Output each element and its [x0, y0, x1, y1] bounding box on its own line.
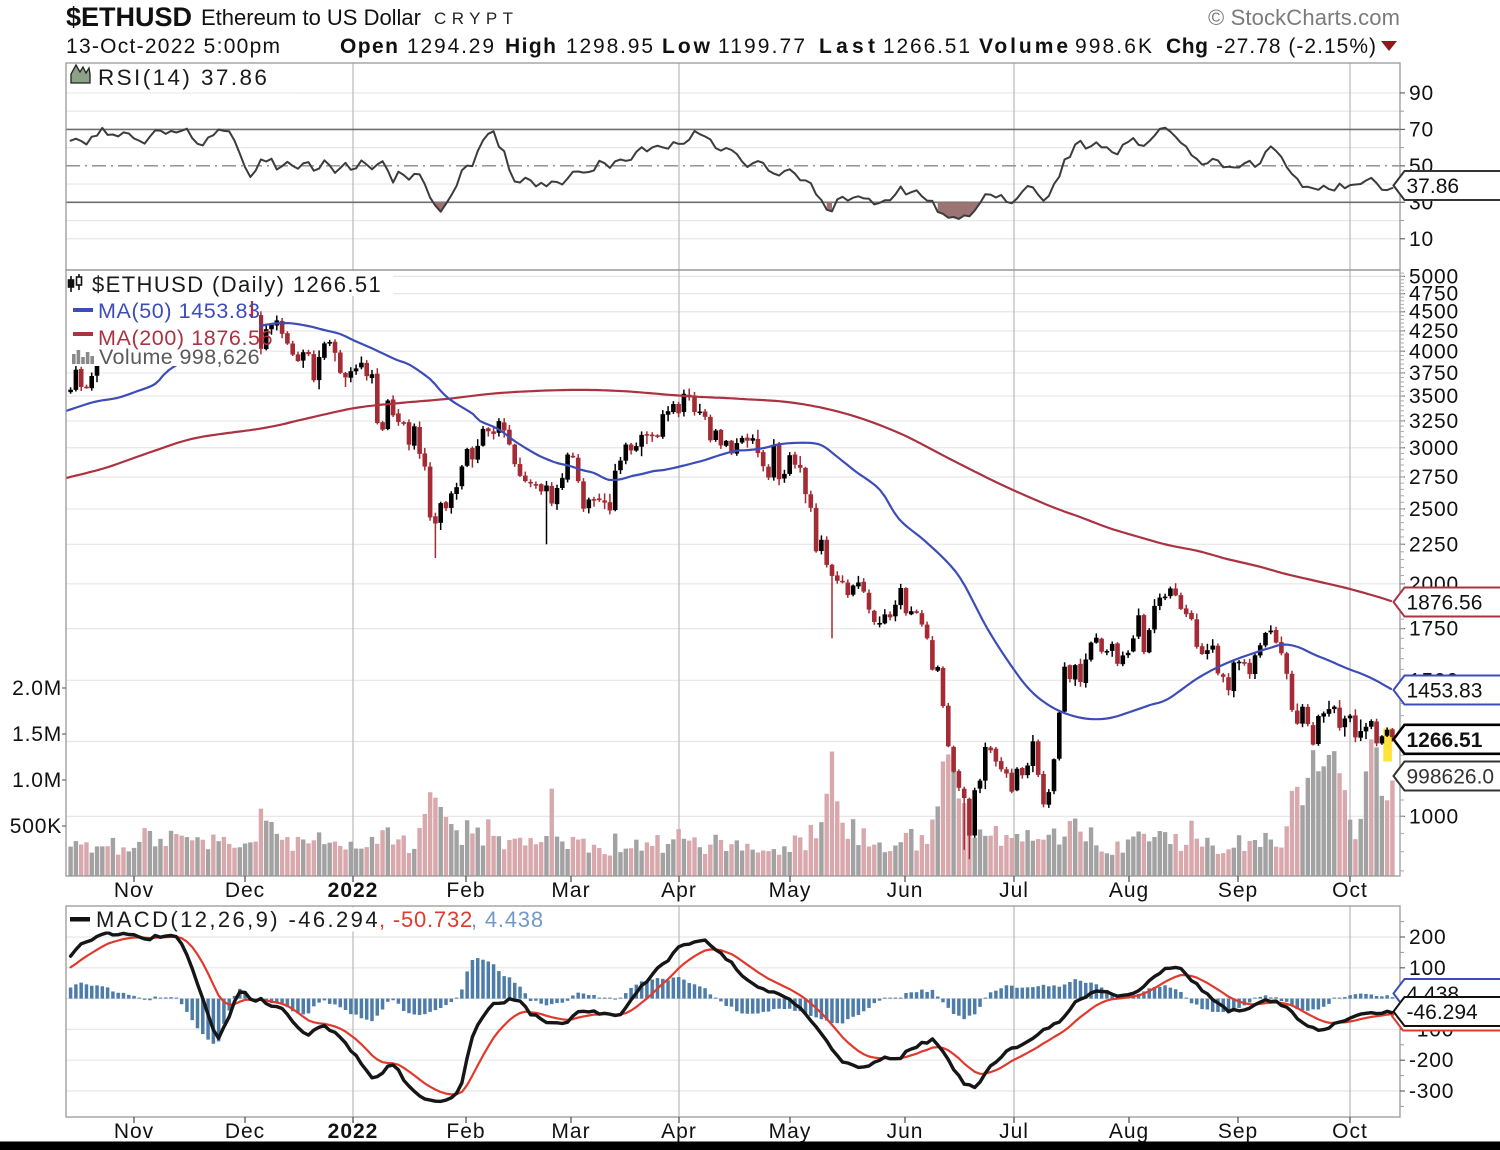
svg-text:, 4.438: , 4.438	[471, 907, 544, 932]
svg-text:Chg: Chg	[1166, 35, 1208, 58]
svg-text:Low: Low	[662, 35, 711, 58]
svg-text:10: 10	[1409, 228, 1434, 251]
svg-text:1.0M: 1.0M	[12, 769, 62, 792]
svg-text:© StockCharts.com: © StockCharts.com	[1208, 5, 1400, 30]
svg-text:MACD(12,26,9) -46.294: MACD(12,26,9) -46.294	[96, 907, 380, 932]
svg-text:Jun: Jun	[887, 879, 924, 902]
svg-text:MA(50) 1453.83: MA(50) 1453.83	[98, 299, 261, 323]
svg-text:$ETHUSD: $ETHUSD	[66, 2, 192, 32]
svg-text:1294.29: 1294.29	[407, 35, 494, 58]
svg-text:2022: 2022	[328, 879, 379, 902]
svg-text:4750: 4750	[1409, 283, 1459, 306]
svg-text:1298.95: 1298.95	[566, 35, 653, 58]
svg-text:3250: 3250	[1409, 410, 1459, 433]
svg-text:4500: 4500	[1409, 301, 1459, 324]
svg-text:May: May	[769, 879, 812, 902]
svg-text:500K: 500K	[10, 815, 62, 838]
svg-text:1000: 1000	[1409, 805, 1459, 828]
svg-text:Ethereum to US Dollar: Ethereum to US Dollar	[201, 5, 421, 30]
svg-text:998626.0: 998626.0	[1407, 766, 1495, 789]
svg-text:1750: 1750	[1409, 618, 1459, 641]
svg-text:4250: 4250	[1409, 320, 1459, 343]
svg-text:2250: 2250	[1409, 533, 1459, 556]
svg-text:Mar: Mar	[551, 1120, 590, 1143]
svg-text:Jun: Jun	[887, 1120, 924, 1143]
svg-text:200: 200	[1409, 926, 1446, 949]
svg-text:-200: -200	[1409, 1049, 1454, 1072]
svg-text:-46.294: -46.294	[1407, 1001, 1479, 1024]
svg-text:Aug: Aug	[1109, 879, 1149, 902]
svg-text:5000: 5000	[1409, 265, 1459, 288]
svg-text:-300: -300	[1409, 1080, 1454, 1103]
svg-text:2022: 2022	[328, 1120, 379, 1143]
svg-text:-27.78 (-2.15%): -27.78 (-2.15%)	[1216, 35, 1376, 58]
svg-text:1199.77: 1199.77	[718, 35, 805, 58]
svg-text:3750: 3750	[1409, 362, 1459, 385]
svg-text:Feb: Feb	[446, 879, 485, 902]
svg-text:Dec: Dec	[225, 1120, 265, 1143]
svg-text:1.5M: 1.5M	[12, 723, 62, 746]
svg-text:Apr: Apr	[661, 879, 697, 902]
svg-text:Sep: Sep	[1218, 1120, 1258, 1143]
svg-text:Jul: Jul	[999, 1120, 1029, 1143]
svg-text:1453.83: 1453.83	[1407, 680, 1483, 703]
svg-text:Oct: Oct	[1332, 1120, 1368, 1143]
svg-text:2500: 2500	[1409, 498, 1459, 521]
svg-text:3000: 3000	[1409, 437, 1459, 460]
svg-text:3500: 3500	[1409, 385, 1459, 408]
svg-text:Oct: Oct	[1332, 879, 1368, 902]
svg-text:Aug: Aug	[1109, 1120, 1149, 1143]
svg-text:Dec: Dec	[225, 879, 265, 902]
svg-text:Mar: Mar	[551, 879, 590, 902]
svg-text:May: May	[769, 1120, 812, 1143]
svg-text:90: 90	[1409, 82, 1434, 105]
svg-text:, -50.732: , -50.732	[379, 907, 473, 932]
svg-text:High: High	[505, 35, 556, 58]
svg-text:Apr: Apr	[661, 1120, 697, 1143]
svg-text:Open: Open	[340, 35, 398, 58]
svg-text:37.86: 37.86	[1407, 175, 1460, 198]
svg-text:Volume 998,626: Volume 998,626	[99, 345, 260, 369]
svg-text:1266.51: 1266.51	[1407, 729, 1483, 752]
svg-text:Volume: Volume	[979, 35, 1068, 58]
svg-text:RSI(14) 37.86: RSI(14) 37.86	[98, 65, 269, 90]
svg-text:Nov: Nov	[114, 1120, 154, 1143]
svg-text:2.0M: 2.0M	[12, 677, 62, 700]
svg-text:998.6K: 998.6K	[1075, 35, 1152, 58]
svg-text:100: 100	[1409, 957, 1446, 980]
svg-text:70: 70	[1409, 118, 1434, 141]
svg-text:2750: 2750	[1409, 466, 1459, 489]
svg-text:13-Oct-2022 5:00pm: 13-Oct-2022 5:00pm	[66, 35, 280, 58]
svg-text:MA(200) 1876.56: MA(200) 1876.56	[98, 326, 273, 350]
svg-text:1876.56: 1876.56	[1407, 592, 1483, 615]
svg-text:CRYPT: CRYPT	[434, 9, 513, 28]
svg-text:$ETHUSD (Daily) 1266.51: $ETHUSD (Daily) 1266.51	[92, 272, 382, 297]
svg-text:Feb: Feb	[446, 1120, 485, 1143]
svg-text:1266.51: 1266.51	[883, 35, 970, 58]
svg-text:Nov: Nov	[114, 879, 154, 902]
svg-text:4000: 4000	[1409, 340, 1459, 363]
svg-text:Jul: Jul	[999, 879, 1029, 902]
svg-text:Sep: Sep	[1218, 879, 1258, 902]
